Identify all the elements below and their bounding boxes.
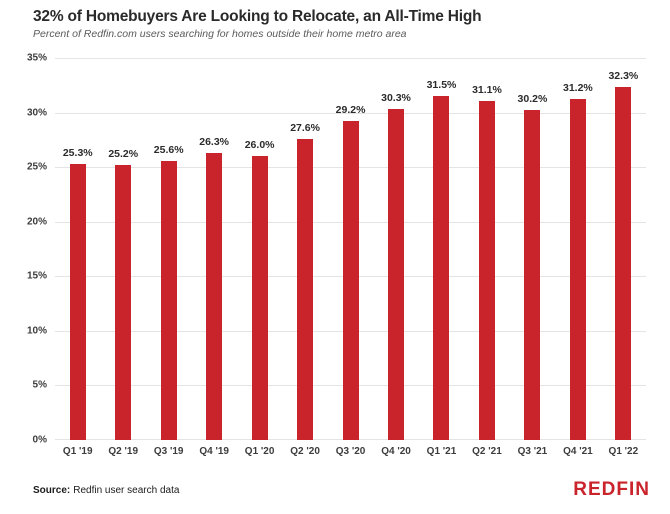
- bar-value-label-q4-20: 30.3%: [381, 92, 411, 105]
- bar-q3-19: [160, 160, 177, 440]
- bars-container: 25.3% 25.2% 25.6% 26.3% 26.0% 27.6% 29.2% 30.3%…: [55, 58, 646, 440]
- bar-value-label-q1-22: 32.3%: [608, 70, 639, 83]
- bar-slot-q3-21: 30.2%: [510, 93, 555, 440]
- x-axis-tick-label-q4-19: Q4 '19: [199, 446, 229, 457]
- bar-slot-q1-22: 32.3%: [601, 70, 646, 440]
- bar-slot-q2-20: 27.6%: [282, 122, 327, 440]
- bar-q4-19: [206, 152, 223, 440]
- bar-q2-20: [297, 138, 314, 440]
- bar-value-label-q1-21: 31.5%: [426, 79, 457, 92]
- bar-slot-q3-19: 25.6%: [146, 144, 191, 440]
- y-axis-tick-label: 35%: [26, 52, 47, 64]
- gridline-35: [55, 58, 646, 59]
- x-axis-tick-label-q3-21: Q3 '21: [517, 446, 548, 457]
- bar-value-label-q1-19: 25.3%: [62, 146, 93, 159]
- x-axis-tick-label-q2-19: Q2 '19: [108, 446, 139, 457]
- bar-value-label-q3-19: 25.6%: [153, 143, 184, 156]
- source-label: Source:: [33, 485, 71, 496]
- x-axis-labels: Q1 '19 Q2 '19 Q3 '19 Q4 '19 Q1 '20 Q2 '20 Q3 '…: [55, 446, 646, 457]
- bar-slot-q1-21: 31.5%: [419, 79, 464, 440]
- bar-slot-q4-20: 30.3%: [373, 92, 418, 440]
- bar-value-label-q4-19: 26.3%: [199, 135, 230, 148]
- y-axis-tick-label: 10%: [26, 325, 47, 337]
- bar-q3-20: [342, 121, 359, 440]
- redfin-logo: REDFIN: [573, 479, 650, 500]
- x-axis-tick-label-q4-20: Q4 '20: [381, 446, 411, 457]
- bar-q4-21: [569, 99, 586, 440]
- bar-chart-plot-area: 0% 5% 10% 15% 20% 25% 30% 35% 25.3% 25.2% 25.6% 26…: [27, 53, 646, 446]
- bar-value-label-q3-21: 30.2%: [517, 93, 548, 106]
- bar-q3-21: [524, 110, 541, 440]
- x-axis-tick-label-q3-19: Q3 '19: [153, 446, 184, 457]
- y-axis-tick-label: 20%: [26, 216, 47, 228]
- y-axis-tick-label: 0%: [32, 434, 47, 446]
- bar-q1-19: [69, 163, 86, 440]
- bar-slot-q4-19: 26.3%: [191, 136, 236, 440]
- bar-value-label-q1-20: 26.0%: [244, 139, 275, 152]
- x-axis-tick-label-q1-22: Q1 '22: [608, 446, 639, 457]
- chart-subtitle: Percent of Redfin.com users searching fo…: [33, 28, 407, 40]
- bar-q4-20: [388, 109, 405, 440]
- bar-slot-q2-19: 25.2%: [100, 148, 145, 440]
- x-axis-tick-label-q2-20: Q2 '20: [290, 446, 320, 457]
- source-text: Redfin user search data: [73, 485, 180, 496]
- bar-q2-21: [478, 100, 495, 440]
- bar-value-label-q4-21: 31.2%: [563, 82, 593, 95]
- bar-slot-q2-21: 31.1%: [464, 84, 509, 440]
- bar-q1-20: [251, 156, 268, 440]
- y-axis-tick-label: 5%: [32, 379, 47, 391]
- bar-slot-q3-20: 29.2%: [328, 104, 373, 440]
- x-axis-tick-label-q3-20: Q3 '20: [335, 446, 366, 457]
- gridline-30: [55, 112, 646, 114]
- x-axis-tick-label-q1-21: Q1 '21: [426, 446, 457, 457]
- y-axis-tick-label: 30%: [26, 107, 47, 119]
- source-note: Source: Redfin user search data: [33, 485, 179, 496]
- y-axis-tick-label: 25%: [26, 161, 47, 173]
- bar-value-label-q2-21: 31.1%: [472, 83, 502, 96]
- chart-title: 32% of Homebuyers Are Looking to Relocat…: [33, 8, 482, 25]
- bar-q1-22: [615, 87, 632, 440]
- bar-value-label-q2-19: 25.2%: [108, 147, 139, 160]
- bar-value-label-q2-20: 27.6%: [290, 121, 320, 134]
- bar-q1-21: [433, 96, 450, 440]
- y-axis-tick-label: 15%: [26, 270, 47, 282]
- x-axis-tick-label-q4-21: Q4 '21: [563, 446, 593, 457]
- bar-slot-q4-21: 31.2%: [555, 82, 600, 440]
- x-axis-tick-label-q1-20: Q1 '20: [244, 446, 275, 457]
- bar-q2-19: [115, 164, 132, 440]
- bar-slot-q1-19: 25.3%: [55, 147, 100, 440]
- x-axis-tick-label-q1-19: Q1 '19: [62, 446, 93, 457]
- bar-value-label-q3-20: 29.2%: [335, 104, 366, 117]
- bar-slot-q1-20: 26.0%: [237, 139, 282, 440]
- x-axis-tick-label-q2-21: Q2 '21: [472, 446, 502, 457]
